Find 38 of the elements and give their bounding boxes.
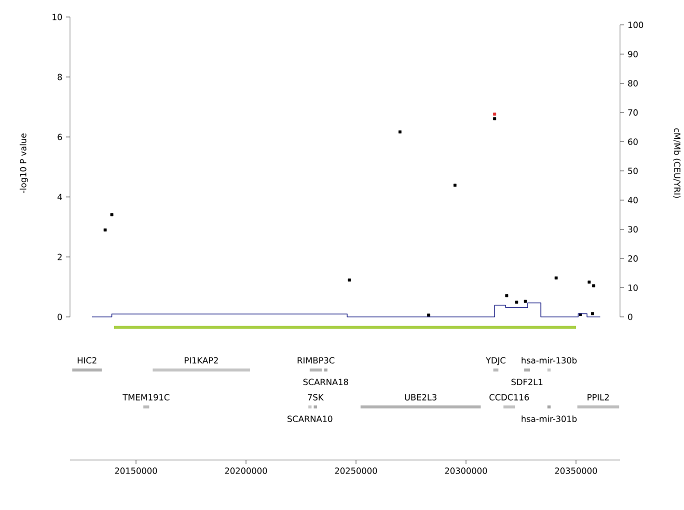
y-tick-label: 0 [58, 314, 62, 320]
y2-tick-label: 90 [628, 50, 638, 58]
y2-tick-label: 80 [628, 80, 638, 86]
series-label: SCARNA10 [288, 416, 332, 422]
series-label: 7SK [308, 394, 324, 400]
series-label: UBE2L3 [404, 394, 436, 400]
x-tick-label: 20350000 [555, 468, 597, 474]
y-tick-label: 6 [58, 134, 62, 140]
series-label: hsa-mir-301b [522, 415, 577, 422]
y2-tick-label: 30 [628, 226, 638, 233]
series-label: YDJC [486, 357, 506, 366]
y2-tick-label: 20 [628, 255, 638, 262]
y2-tick-label: 40 [628, 196, 638, 204]
x-tick-label: 20150000 [115, 468, 157, 474]
series-label: SCARNA18 [303, 378, 348, 386]
x-tick-label: 20300000 [445, 468, 487, 474]
series-label: hsa-mir-130b [522, 356, 577, 364]
x-tick-label: 20200000 [225, 468, 267, 474]
y2-tick-label: 50 [628, 168, 638, 174]
series-label: CCDC116 [489, 394, 529, 400]
series-label: TMEM191C [122, 394, 170, 400]
series-label: RIMBP3C [298, 357, 334, 364]
y2-tick-label: 60 [628, 138, 638, 145]
y-tick-label: 10 [52, 14, 62, 20]
y-tick-label: 4 [58, 194, 62, 200]
series-label: SDF2L1 [511, 378, 542, 386]
y-tick-label: 2 [58, 254, 62, 260]
y2-tick-label: 10 [628, 284, 638, 291]
y2-tick-label: 100 [628, 22, 644, 28]
y-axis-title: -log10 P value [20, 133, 28, 193]
series-label: PI1KAP2 [184, 357, 218, 364]
y-tick-label: 8 [58, 74, 62, 80]
x-tick-label: 20250000 [335, 468, 377, 474]
y2-tick-label: 0 [628, 314, 632, 320]
series-label: HIC2 [78, 357, 96, 364]
y2-axis-title: cM/Mb (CEU/YRI) [673, 128, 681, 198]
y2-tick-label: 70 [628, 109, 638, 116]
series-label: PPIL2 [588, 394, 609, 400]
